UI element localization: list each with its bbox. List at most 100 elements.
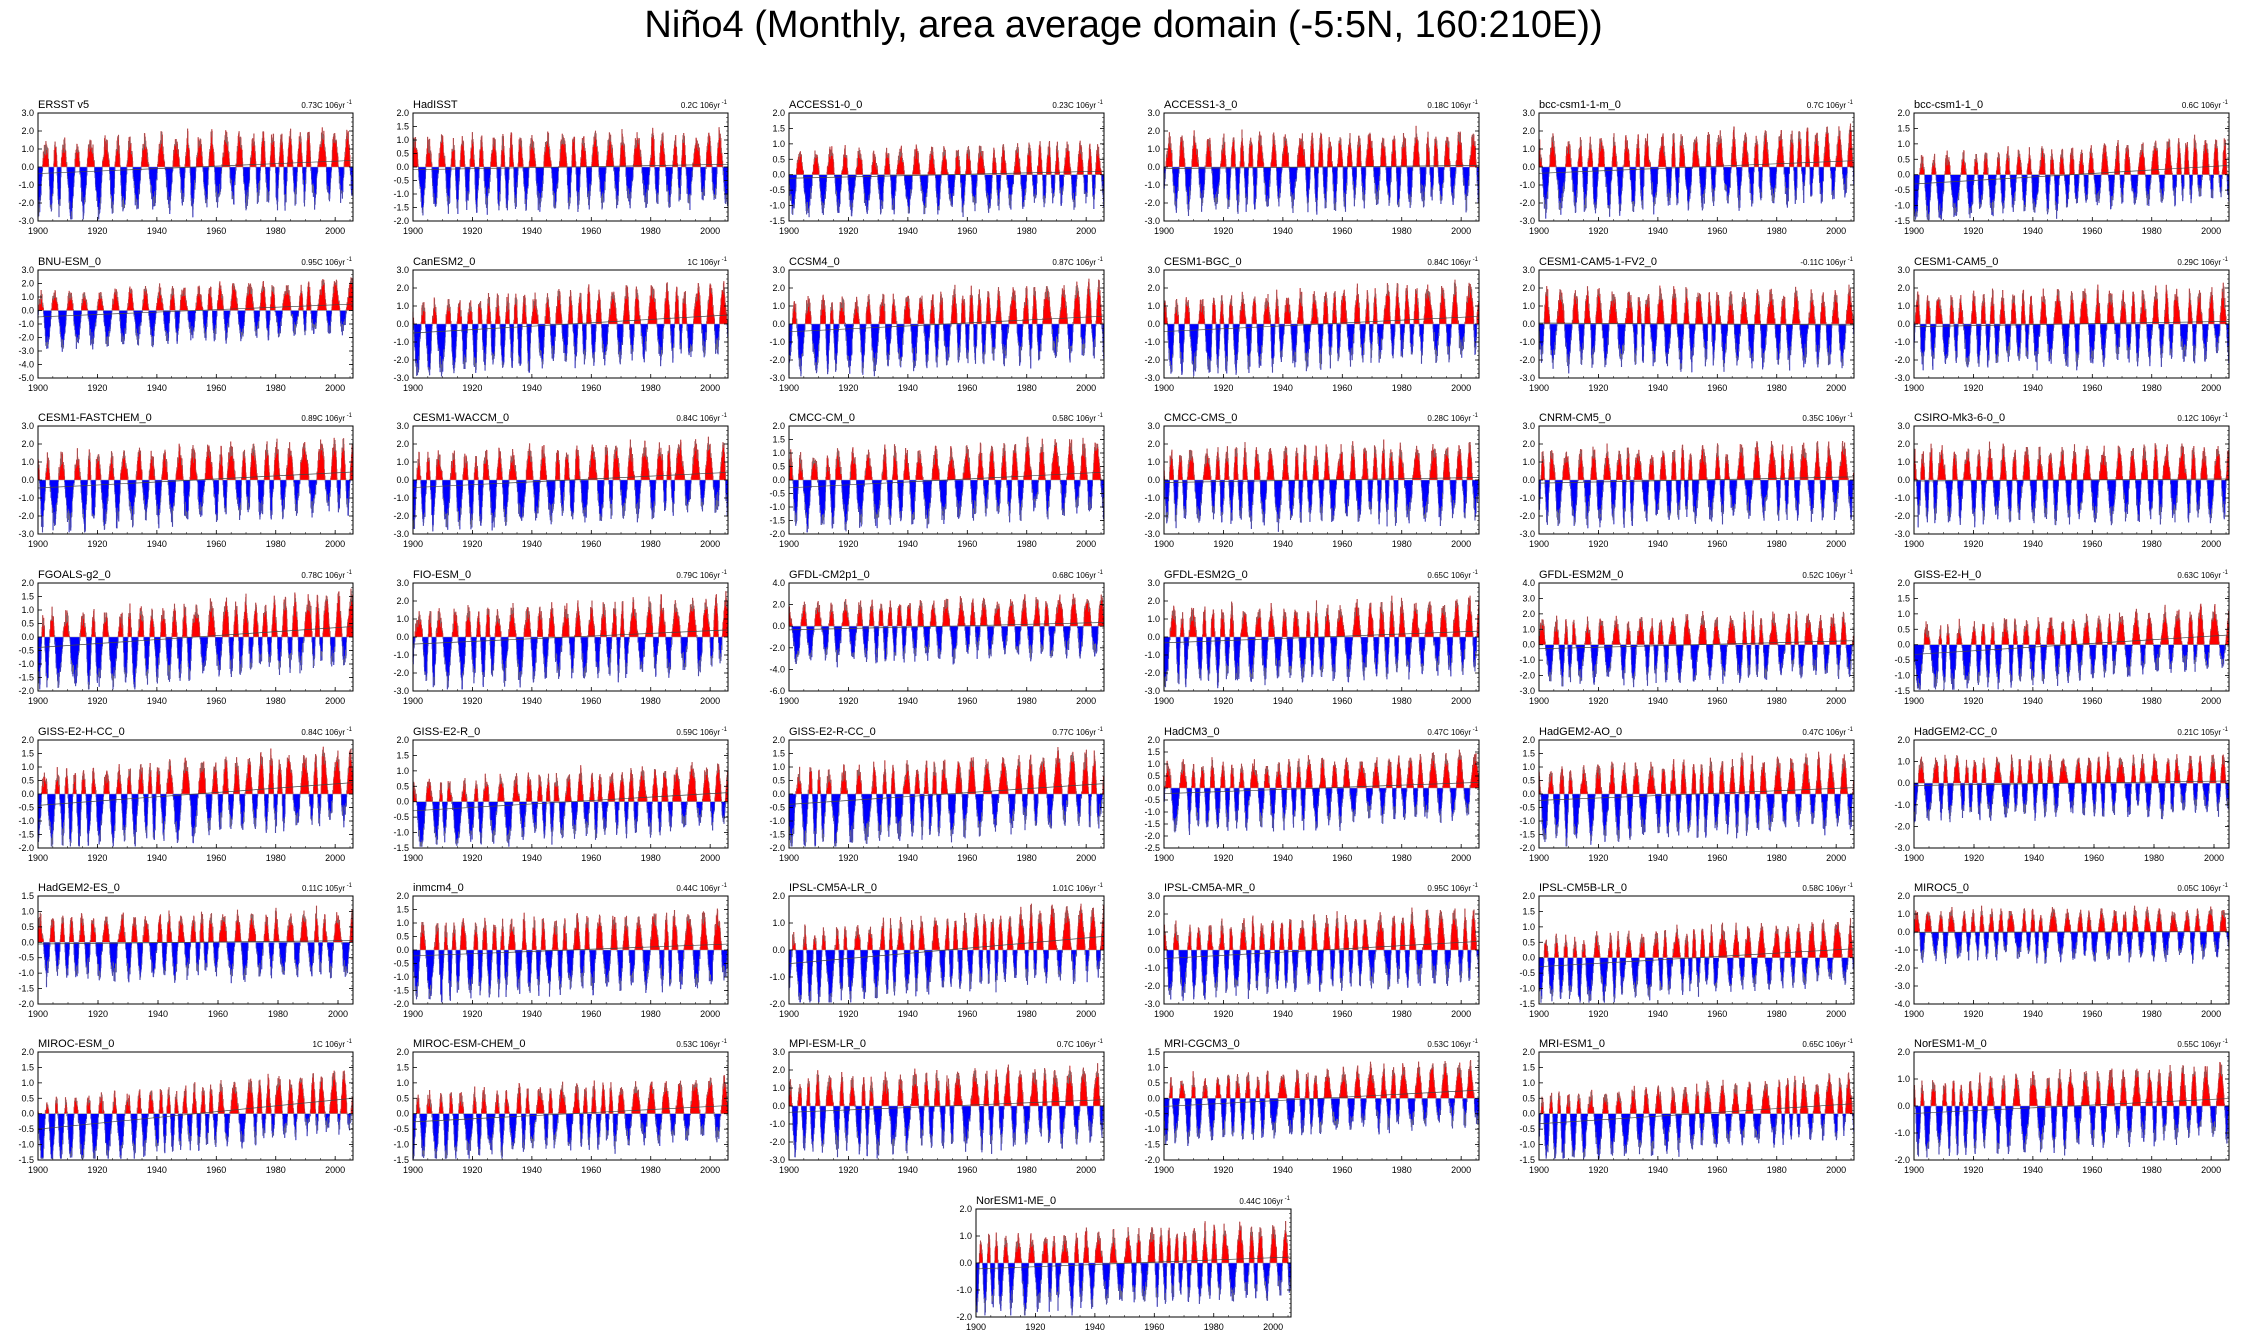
trend-exponent: -1 (1098, 727, 1104, 733)
y-tick-label: 3.0 (1522, 593, 1535, 603)
y-tick-label: 2.0 (396, 439, 409, 449)
x-tick-label: 1920 (87, 226, 107, 236)
positive-anomaly-area (1163, 279, 1480, 324)
y-tick-label: -2.0 (393, 216, 409, 226)
y-tick-label: -1.0 (393, 972, 409, 982)
trend-label: 0.77C 106yr (1052, 728, 1096, 737)
series-line (975, 1220, 1291, 1316)
y-tick-label: -2.0 (1519, 355, 1535, 365)
y-tick-label: 0.0 (772, 319, 785, 329)
y-tick-label: 2.0 (1147, 283, 1160, 293)
y-tick-label: 3.0 (1522, 265, 1535, 275)
x-tick-label: 1900 (1904, 1165, 1924, 1175)
negative-anomaly-area (1916, 480, 2227, 528)
trend-line (37, 303, 354, 318)
trend-exponent: -1 (2223, 727, 2229, 733)
positive-anomaly-area (1165, 125, 1478, 167)
x-tick-label: 1980 (641, 696, 661, 706)
series-line (1538, 751, 1854, 847)
y-tick-label: -2.0 (1144, 831, 1160, 841)
x-tick-label: 1920 (1963, 383, 1983, 393)
trend-exponent: -1 (1848, 257, 1854, 263)
y-tick-label: 0.0 (396, 1109, 409, 1119)
y-tick-label: 1.0 (1897, 1074, 1910, 1084)
y-tick-label: -3.0 (1144, 373, 1160, 383)
y-tick-label: -2.0 (18, 198, 34, 208)
trend-exponent: -1 (1473, 100, 1479, 106)
panel-label: IPSL-CM5A-LR_0 (789, 882, 877, 894)
y-tick-label: 2.0 (21, 279, 34, 289)
y-tick-label: -2.0 (18, 333, 34, 343)
trend-exponent: -1 (1848, 1039, 1854, 1045)
trend-exponent: -1 (1285, 1196, 1291, 1202)
x-tick-label: 1980 (641, 1009, 661, 1019)
trend-exponent: -1 (1848, 100, 1854, 106)
series-line (1913, 441, 2229, 528)
x-tick-label: 1940 (1648, 539, 1668, 549)
y-tick-label: -2.0 (769, 529, 785, 539)
x-tick-label: 1920 (838, 1165, 858, 1175)
x-tick-label: 1980 (2144, 853, 2164, 863)
x-tick-label: 2000 (328, 1009, 348, 1019)
trend-exponent: -1 (722, 257, 728, 263)
negative-anomaly-area (1545, 644, 1853, 688)
x-tick-label: 2000 (1451, 226, 1471, 236)
y-tick-label: 1.0 (1147, 144, 1160, 154)
x-tick-label: 1960 (2082, 1165, 2102, 1175)
panel-label: HadGEM2-AO_0 (1539, 726, 1622, 738)
y-tick-label: 3.0 (21, 108, 34, 118)
y-tick-label: 2.0 (772, 421, 785, 431)
y-tick-label: 0.0 (1522, 640, 1535, 650)
trend-label: 0.28C 106yr (1427, 414, 1471, 423)
y-tick-label: 1.0 (959, 1231, 972, 1241)
y-tick-label: 1.0 (396, 135, 409, 145)
y-tick-label: -1.0 (18, 659, 34, 669)
y-tick-label: 2.0 (396, 735, 409, 745)
x-tick-label: 1980 (1392, 383, 1412, 393)
trend-label: 0.44C 106yr (676, 884, 720, 893)
x-tick-label: 2000 (1826, 226, 1846, 236)
x-tick-label: 1940 (2024, 853, 2044, 863)
y-tick-label: 0.0 (1897, 170, 1910, 180)
panel-label: GISS-E2-R_0 (413, 726, 480, 738)
y-tick-label: -2.0 (393, 355, 409, 365)
y-tick-label: -0.5 (1144, 795, 1160, 805)
panel-label: CESM1-FASTCHEM_0 (38, 412, 152, 424)
y-tick-label: -1.0 (18, 816, 34, 826)
trend-exponent: -1 (722, 413, 728, 419)
y-tick-label: -0.5 (18, 646, 34, 656)
panel-label: FIO-ESM_0 (413, 569, 471, 581)
series-line (1163, 279, 1479, 376)
x-tick-label: 1900 (403, 1009, 423, 1019)
x-tick-label: 1900 (1154, 539, 1174, 549)
y-tick-label: 1.0 (1147, 614, 1160, 624)
x-tick-label: 1920 (1588, 383, 1608, 393)
x-tick-label: 1920 (462, 383, 482, 393)
trend-exponent: -1 (1098, 883, 1104, 889)
trend-exponent: -1 (722, 570, 728, 576)
x-tick-label: 2000 (1826, 1009, 1846, 1019)
y-tick-label: 1.5 (396, 1062, 409, 1072)
x-tick-label: 2000 (700, 1165, 720, 1175)
trend-label: 0.68C 106yr (1052, 571, 1096, 580)
y-tick-label: -1.5 (1144, 819, 1160, 829)
trend-exponent: -1 (1848, 570, 1854, 576)
y-tick-label: 2.0 (1522, 609, 1535, 619)
trend-exponent: -1 (1473, 413, 1479, 419)
series-line (1163, 595, 1479, 689)
x-tick-label: 1900 (779, 539, 799, 549)
x-tick-label: 1960 (1332, 226, 1352, 236)
x-tick-label: 1960 (1707, 383, 1727, 393)
y-tick-label: 1.5 (1897, 593, 1910, 603)
trend-line (788, 1099, 1105, 1113)
y-tick-label: 2.0 (772, 891, 785, 901)
y-tick-label: 0.5 (1522, 1093, 1535, 1103)
y-tick-label: 0.0 (1522, 319, 1535, 329)
y-tick-label: -0.5 (18, 953, 34, 963)
y-tick-label: 1.5 (772, 123, 785, 133)
panel-label: HadCM3_0 (1164, 726, 1220, 738)
series-line (788, 1063, 1104, 1159)
y-tick-label: -1.0 (769, 972, 785, 982)
